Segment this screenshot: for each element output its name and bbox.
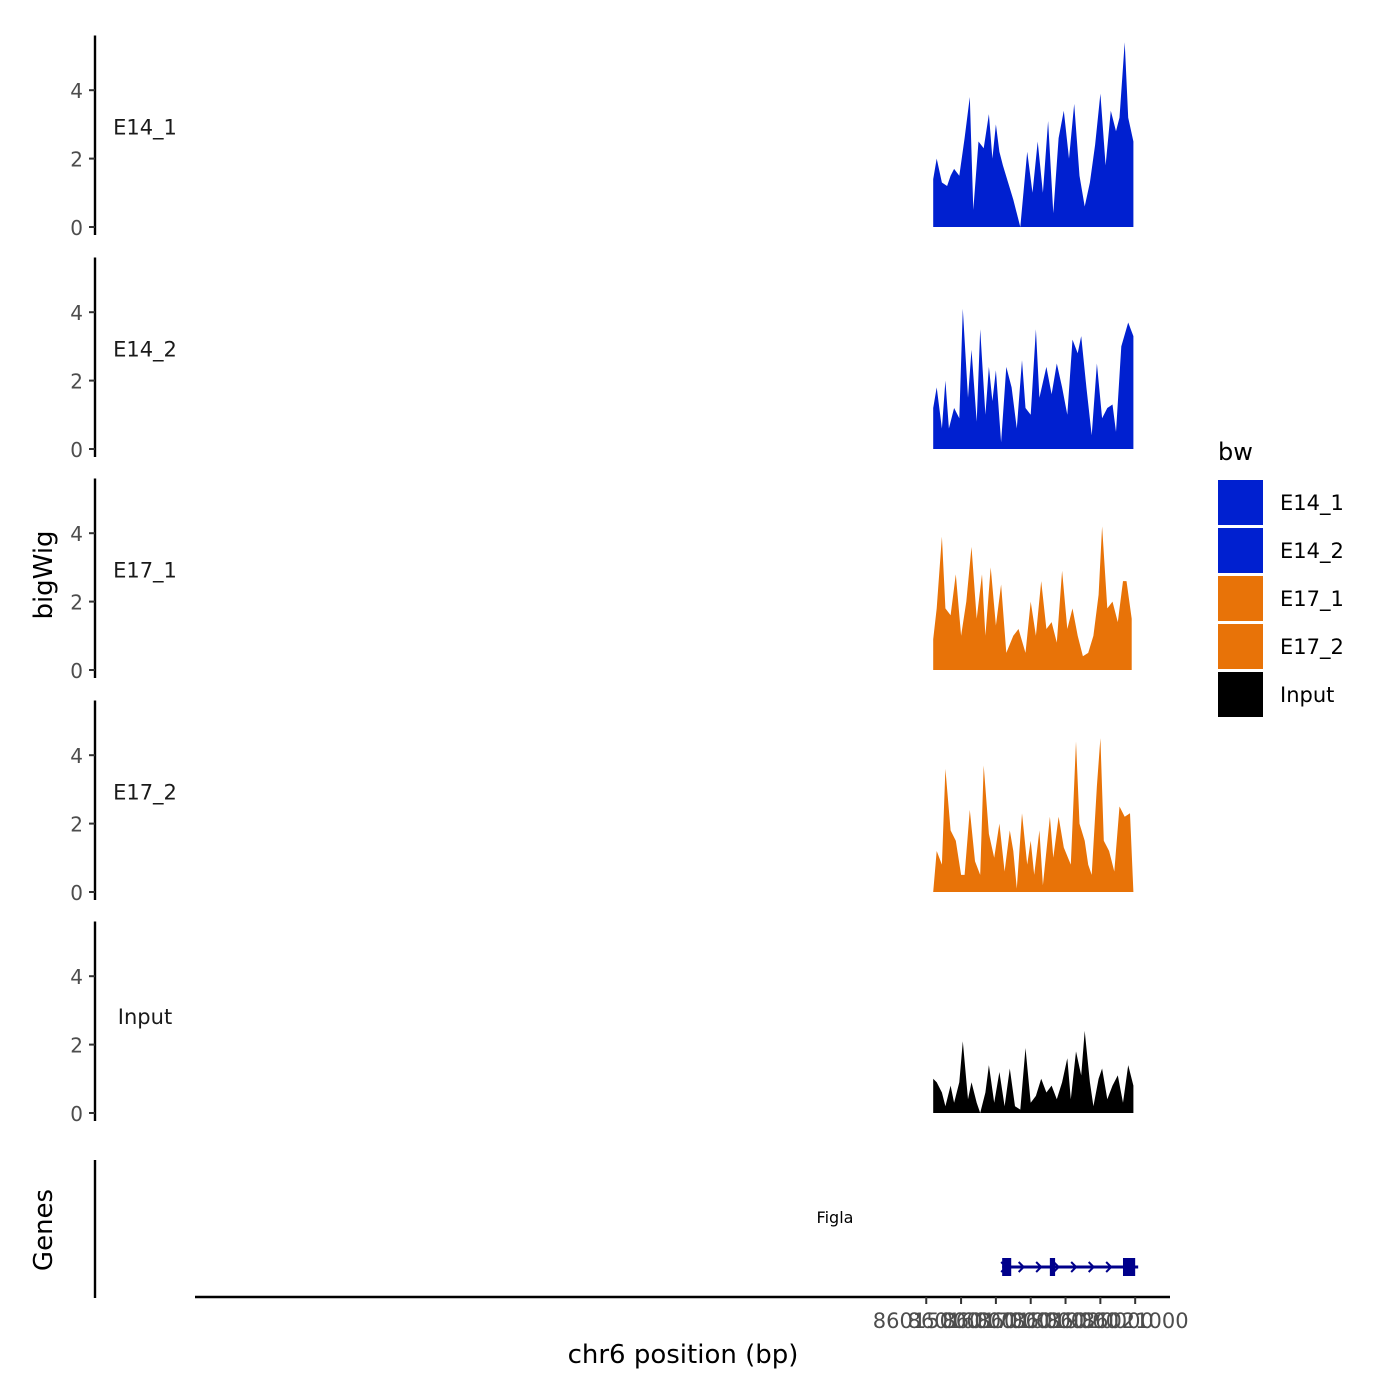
panel-input: 0 2 4 Input — [70, 921, 1134, 1126]
legend-swatch — [1218, 480, 1263, 525]
x-tick-label: 86019000 — [1012, 1309, 1119, 1333]
y-tick-label: 4 — [70, 301, 83, 325]
gene-name-label: Figla — [817, 1208, 854, 1227]
strand-arrow — [1035, 1261, 1043, 1273]
area-e14-2 — [933, 308, 1134, 449]
y-tick-label: 4 — [70, 744, 83, 768]
y-tick-label: 2 — [70, 148, 83, 172]
series-label: Input — [118, 1005, 172, 1029]
legend: bw E14_1 E14_2 E17_1 E17_2 Input — [1218, 438, 1344, 717]
gene-exon — [1049, 1258, 1056, 1276]
legend-label: E14_1 — [1280, 491, 1344, 516]
y-tick-label: 2 — [70, 591, 83, 615]
y-tick-label: 4 — [70, 79, 83, 103]
x-axis-title: chr6 position (bp) — [568, 1340, 799, 1370]
legend-label: E17_2 — [1280, 635, 1344, 660]
gene-exon — [1002, 1258, 1012, 1276]
strand-arrow — [1087, 1261, 1096, 1273]
x-axis: 8601500086016000860170008601800086019000… — [195, 1295, 1189, 1333]
y-axis-title: bigWig — [29, 530, 59, 619]
area-e14-1 — [933, 42, 1134, 227]
gene-track-title: Genes — [29, 1189, 59, 1271]
legend-swatch — [1218, 624, 1263, 669]
y-tick-label: 0 — [70, 881, 83, 905]
series-label: E14_1 — [113, 116, 177, 141]
strand-arrow — [1052, 1261, 1061, 1273]
strand-arrow — [1070, 1261, 1078, 1273]
y-tick-label: 4 — [70, 965, 83, 989]
y-tick-label: 2 — [70, 370, 83, 394]
legend-swatch — [1218, 672, 1263, 717]
series-label: E14_2 — [113, 338, 177, 363]
bigwig-panels: 0 2 4 E14_1 0 2 4 E14_2 0 2 4 E17_1 0 2 4 E17_2 0 2 4 Input — [70, 35, 1134, 1126]
x-tick-label: 86016000 — [908, 1309, 1015, 1333]
y-tick-label: 0 — [70, 438, 83, 462]
panel-e14-1: 0 2 4 E14_1 — [70, 35, 1134, 240]
x-tick-label: 86017000 — [942, 1309, 1049, 1333]
x-tick-label: 86018000 — [977, 1309, 1084, 1333]
legend-label: E14_2 — [1280, 539, 1344, 564]
legend-label: Input — [1280, 683, 1334, 707]
x-tick-label: 86015000 — [873, 1309, 980, 1333]
y-tick-label: 0 — [70, 659, 83, 683]
y-tick-label: 2 — [70, 813, 83, 837]
y-tick-label: 0 — [70, 1102, 83, 1126]
x-tick-label: 86020000 — [1047, 1309, 1154, 1333]
y-tick-label: 4 — [70, 522, 83, 546]
area-e17-1 — [933, 526, 1132, 670]
series-label: E17_1 — [113, 559, 177, 584]
y-tick-label: 0 — [70, 216, 83, 240]
legend-swatch — [1218, 528, 1263, 573]
panel-e17-2: 0 2 4 E17_2 — [70, 700, 1134, 905]
x-tick-label: 86021000 — [1082, 1309, 1189, 1333]
panel-e14-2: 0 2 4 E14_2 — [70, 257, 1134, 462]
series-label: E17_2 — [113, 781, 177, 806]
area-input — [933, 1030, 1134, 1113]
legend-title: bw — [1218, 438, 1253, 466]
area-e17-2 — [933, 738, 1134, 892]
gene-exon — [1122, 1258, 1136, 1276]
strand-arrow — [1017, 1261, 1026, 1273]
y-tick-label: 2 — [70, 1034, 83, 1058]
panel-e17-1: 0 2 4 E17_1 — [70, 478, 1132, 683]
legend-label: E17_1 — [1280, 587, 1344, 612]
strand-arrow — [1105, 1261, 1113, 1273]
legend-swatch — [1218, 576, 1263, 621]
gene-panel: Figla — [93, 1160, 1139, 1298]
